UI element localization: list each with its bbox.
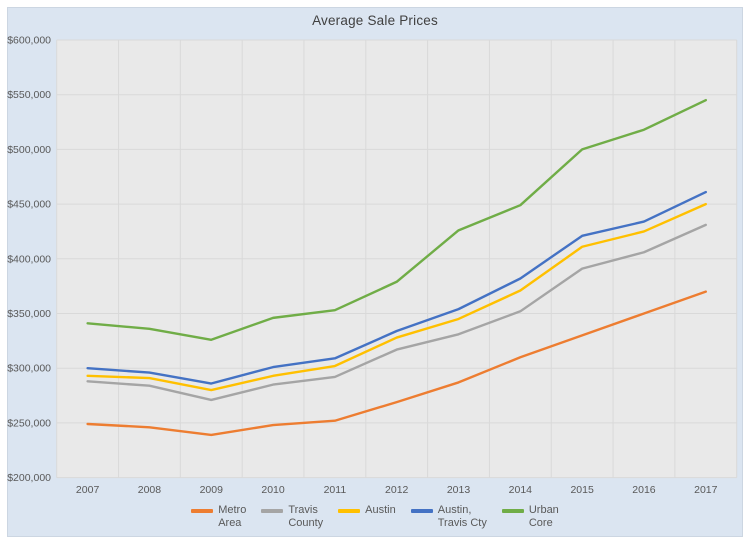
x-axis-tick-label: 2013 [447, 484, 471, 496]
legend-label-austin: Austin [365, 504, 396, 516]
series-line-urban-core [86, 98, 707, 341]
legend-item-metro-area: Metro Area [191, 504, 246, 530]
legend-item-austin-travis-cty: Austin, Travis Cty [410, 504, 487, 530]
x-axis-tick-label: 2012 [385, 484, 409, 496]
legend-label-urban-core: Urban Core [528, 504, 559, 529]
legend-item-travis-county: Travis County [261, 504, 323, 530]
legend-label-metro-area: Metro Area [218, 504, 247, 529]
y-axis-tick-label: $600,000 [7, 35, 51, 47]
series-line-austin [86, 202, 707, 392]
legend-item-urban-core: Urban Core [501, 504, 559, 530]
legend-item-austin: Austin [338, 504, 396, 517]
y-axis-tick-label: $200,000 [7, 472, 51, 484]
x-axis-tick-label: 2010 [261, 484, 285, 496]
x-axis-tick-label: 2007 [76, 484, 100, 496]
x-axis-tick-label: 2008 [138, 484, 162, 496]
legend-label-austin-travis-cty: Austin, Travis Cty [437, 504, 487, 529]
series-line-austin-travis-cty [86, 190, 707, 385]
x-axis-tick-label: 2011 [324, 484, 347, 496]
x-axis-tick-label: 2014 [509, 484, 533, 496]
legend-swatch-urban-core [501, 509, 524, 513]
y-axis-tick-label: $300,000 [7, 363, 51, 375]
series-line-travis-county [86, 223, 707, 402]
chart-legend: Metro Area Travis County Austin Austin, Travis… [0, 504, 750, 530]
y-axis-tick-label: $400,000 [7, 253, 51, 265]
series-line-metro-area [86, 290, 707, 437]
x-axis-tick-label: 2015 [570, 484, 594, 496]
y-axis-tick-label: $500,000 [7, 144, 51, 156]
y-axis-tick-label: $450,000 [7, 199, 51, 211]
x-axis-tick-label: 2009 [200, 484, 224, 496]
y-axis-tick-label: $350,000 [7, 308, 51, 320]
legend-swatch-austin [338, 509, 361, 513]
x-axis-tick-label: 2017 [694, 484, 718, 496]
legend-swatch-austin-travis-cty [410, 509, 433, 513]
y-axis-tick-label: $550,000 [7, 89, 51, 101]
chart-title: Average Sale Prices [312, 13, 438, 28]
x-axis-tick-label: 2016 [632, 484, 656, 496]
legend-swatch-travis-county [261, 509, 284, 513]
legend-label-travis-county: Travis County [288, 504, 324, 529]
y-axis-tick-label: $250,000 [7, 417, 51, 429]
legend-swatch-metro-area [191, 509, 214, 513]
